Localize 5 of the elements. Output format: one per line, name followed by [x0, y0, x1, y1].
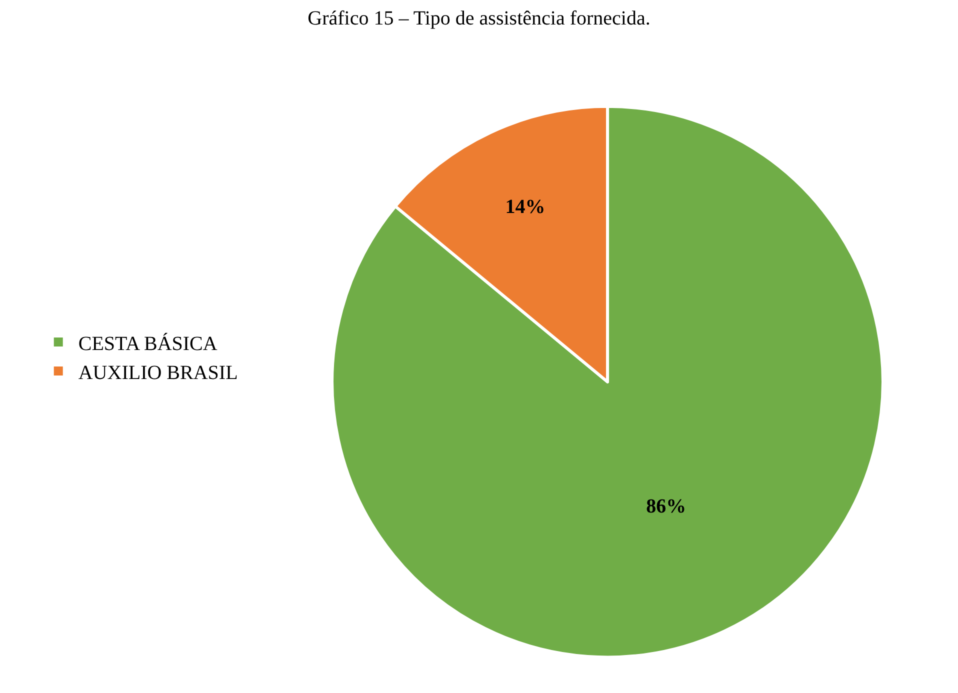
data-label: 86% [646, 495, 686, 518]
data-label: 14% [505, 196, 546, 218]
chart-title: Gráfico 15 – Tipo de assistência fornecida. [308, 7, 650, 30]
legend-label: CESTA BÁSICA [78, 332, 218, 355]
legend-label: AUXILIO BRASIL [78, 362, 238, 384]
